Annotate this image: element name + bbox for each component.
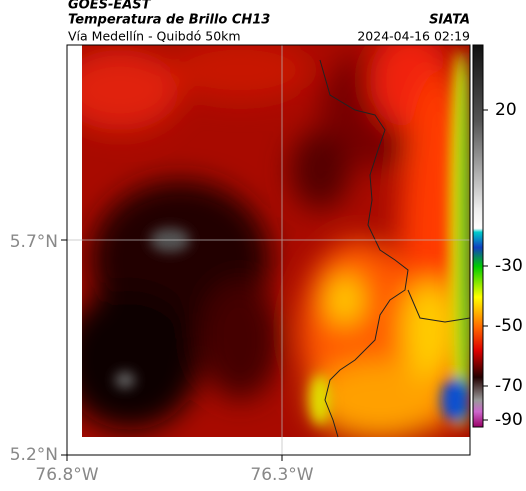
colorbar [472,44,484,428]
colorbar-tick-label: 20 [495,100,517,120]
lon-label: 76.3°W [250,465,313,485]
map-frame [66,44,471,456]
timestamp: 2024-04-16 02:19 [357,29,470,44]
brightness-field [82,45,470,437]
colorbar-tick-label: -70 [495,376,523,396]
colorbar-tick-label: -50 [495,316,523,336]
graticule [67,45,470,455]
lat-label: 5.2°N [10,445,58,465]
source: SIATA [429,13,470,28]
colorbar-tick-label: -30 [495,256,523,276]
borders [319,59,471,438]
colorbar-tick-label: -90 [495,410,523,430]
lat-label: 5.7°N [10,232,58,252]
lon-label: 76.8°W [35,465,98,485]
location: Vía Medellín - Quibdó 50km [68,29,241,44]
title: GOES-EAST [68,0,152,13]
subtitle: Temperatura de Brillo CH13 [68,13,270,28]
